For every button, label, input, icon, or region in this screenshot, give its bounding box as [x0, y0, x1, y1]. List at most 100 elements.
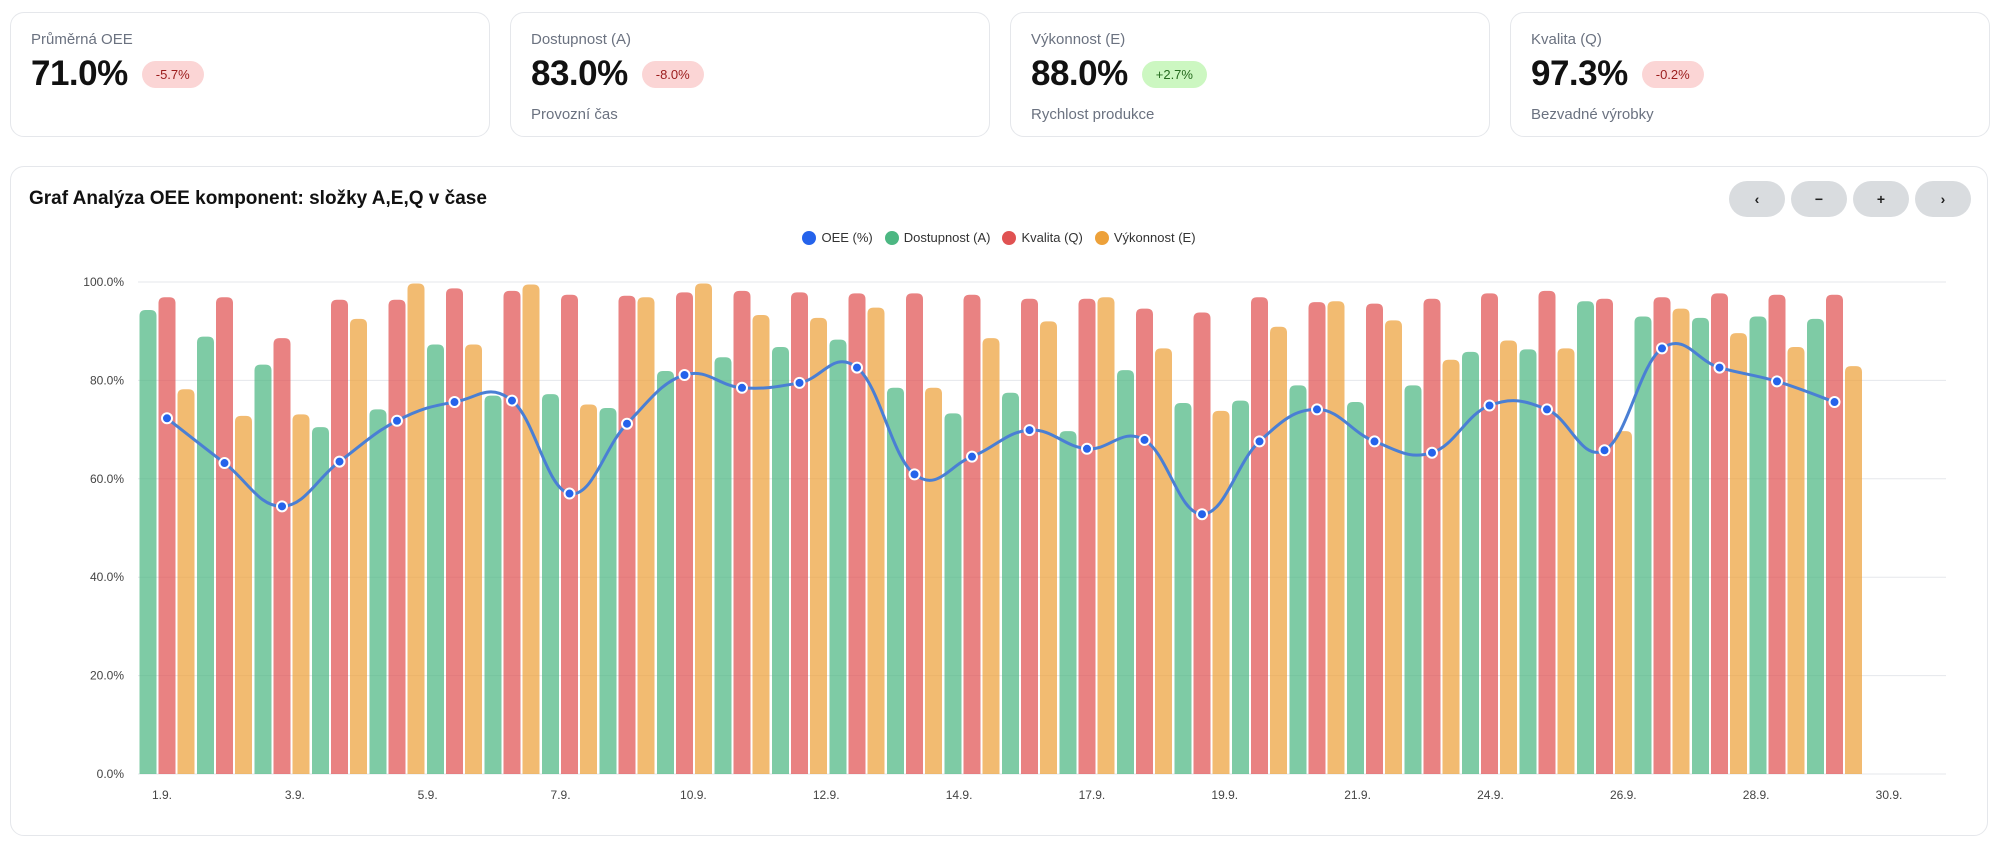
bar-2-0: [158, 297, 176, 774]
bar-3-8: [637, 297, 655, 774]
oee-point-6: [506, 394, 518, 407]
bar-3-24: [1557, 348, 1575, 774]
oee-point-21: [1368, 435, 1381, 448]
zoom-out-button[interactable]: −: [1791, 181, 1847, 217]
kpi-value: 97.3%: [1531, 54, 1628, 93]
x-tick-label: 17.9.: [1079, 788, 1106, 802]
legend-label: OEE (%): [821, 230, 873, 245]
bar-3-2: [292, 414, 310, 774]
bar-1-24: [1519, 349, 1537, 774]
bar-3-4: [407, 283, 425, 774]
x-tick-label: 28.9.: [1743, 788, 1770, 802]
bar-2-24: [1538, 290, 1556, 774]
bar-3-22: [1442, 359, 1460, 774]
bar-2-29: [1826, 294, 1843, 774]
bar-3-28: [1787, 346, 1805, 774]
bar-1-22: [1404, 385, 1422, 774]
bar-3-17: [1155, 348, 1172, 774]
bar-1-27: [1692, 317, 1709, 774]
legend-swatch: [802, 230, 817, 245]
bar-2-10: [733, 290, 751, 774]
bar-3-21: [1385, 320, 1402, 774]
oee-point-29: [1828, 396, 1841, 409]
kpi-card: Průměrná OEE 71.0% -5.7%: [10, 12, 490, 137]
bar-1-17: [1117, 370, 1134, 774]
bar-3-9: [695, 283, 712, 774]
kpi-delta-badge: -0.2%: [1641, 60, 1704, 88]
oee-point-14: [966, 450, 978, 463]
oee-point-27: [1713, 361, 1726, 374]
kpi-label: Kvalita (Q): [1531, 31, 1602, 48]
bar-3-14: [982, 338, 1000, 774]
bar-1-5: [427, 344, 444, 774]
bar-3-13: [925, 387, 942, 774]
bar-2-16: [1078, 298, 1096, 774]
bar-1-8: [599, 407, 617, 774]
pan-left-button[interactable]: ‹: [1729, 181, 1785, 217]
y-tick-label: 100.0%: [83, 275, 124, 289]
bar-2-2: [273, 338, 291, 774]
chart-legend: OEE (%) Dostupnost (A) Kvalita (Q) Výkonnos…: [11, 230, 1987, 245]
bar-3-23: [1500, 340, 1517, 774]
kpi-subtitle: Bezvadné výrobky: [1531, 106, 1654, 123]
bar-2-6: [503, 290, 521, 774]
bar-1-11: [772, 346, 789, 774]
legend-label: Dostupnost (A): [903, 230, 991, 245]
chart-title: Graf Analýza OEE komponent: složky A,E,Q…: [29, 188, 487, 209]
oee-point-3: [333, 455, 346, 468]
x-tick-label: 10.9.: [680, 788, 707, 802]
oee-point-25: [1598, 444, 1611, 457]
bar-3-19: [1270, 326, 1287, 774]
zoom-in-button[interactable]: +: [1853, 181, 1909, 217]
bar-2-25: [1596, 298, 1613, 774]
legend-item[interactable]: OEE (%): [802, 230, 873, 245]
bar-1-4: [369, 409, 387, 774]
oee-point-28: [1771, 375, 1783, 388]
bar-1-2: [254, 364, 272, 774]
legend-item[interactable]: Dostupnost (A): [884, 230, 991, 245]
bar-2-21: [1366, 303, 1383, 774]
bar-1-12: [829, 339, 847, 774]
bar-3-3: [350, 318, 367, 774]
y-tick-label: 40.0%: [90, 570, 124, 584]
oee-point-26: [1656, 342, 1668, 355]
oee-chart: 0.0% 20.0% 40.0% 60.0% 80.0% 100.0% 1.9. 3.9. 5.…: [83, 275, 1946, 802]
bar-3-25: [1615, 431, 1632, 774]
bar-2-13: [906, 293, 923, 774]
bar-3-20: [1327, 301, 1345, 774]
x-tick-label: 26.9.: [1610, 788, 1637, 802]
bar-3-18: [1212, 410, 1230, 774]
kpi-label: Výkonnost (E): [1031, 31, 1126, 48]
bar-1-0: [139, 310, 157, 774]
bar-3-27: [1730, 333, 1747, 774]
oee-point-16: [1081, 442, 1093, 455]
bar-2-11: [791, 292, 808, 774]
bar-2-18: [1193, 312, 1211, 774]
oee-point-15: [1023, 424, 1036, 437]
bar-1-28: [1749, 316, 1767, 774]
bar-1-16: [1059, 431, 1077, 774]
legend-item[interactable]: Výkonnost (E): [1094, 230, 1196, 245]
pan-right-button[interactable]: ›: [1915, 181, 1971, 217]
kpi-card: Výkonnost (E) 88.0% +2.7% Rychlost produ…: [1010, 12, 1490, 137]
legend-item[interactable]: Kvalita (Q): [1002, 230, 1083, 245]
x-tick-label: 30.9.: [1876, 788, 1903, 802]
bar-3-29: [1845, 366, 1862, 774]
bar-2-17: [1136, 308, 1153, 774]
bar-2-7: [561, 294, 578, 774]
kpi-value: 83.0%: [531, 54, 628, 93]
bar-1-19: [1232, 400, 1249, 774]
bar-3-0: [177, 389, 195, 774]
bar-1-6: [484, 395, 502, 774]
bar-1-1: [197, 336, 214, 774]
bar-2-4: [388, 299, 406, 774]
kpi-delta-badge: -5.7%: [141, 60, 204, 88]
bar-1-25: [1577, 301, 1594, 774]
oee-point-12: [851, 361, 863, 374]
kpi-subtitle: Provozní čas: [531, 106, 618, 123]
bar-2-1: [216, 297, 233, 774]
oee-point-10: [736, 381, 748, 394]
bar-2-20: [1308, 302, 1326, 774]
legend-swatch: [1094, 230, 1109, 245]
bar-1-23: [1462, 351, 1479, 774]
